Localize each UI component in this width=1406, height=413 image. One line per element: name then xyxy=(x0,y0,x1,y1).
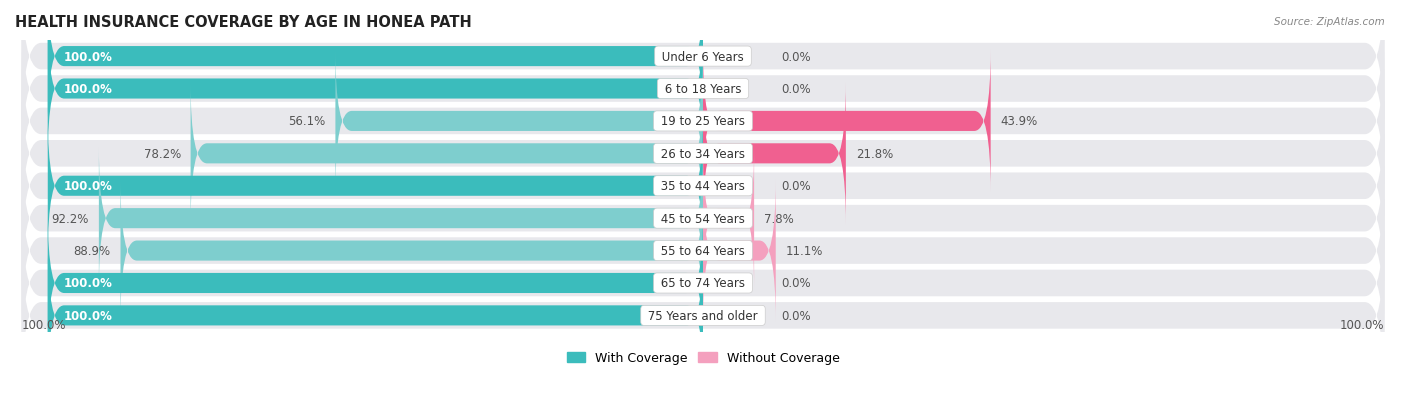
Text: 100.0%: 100.0% xyxy=(1340,318,1385,331)
FancyBboxPatch shape xyxy=(48,19,703,160)
FancyBboxPatch shape xyxy=(21,38,1385,205)
Text: 21.8%: 21.8% xyxy=(856,147,893,160)
Text: 56.1%: 56.1% xyxy=(288,115,326,128)
FancyBboxPatch shape xyxy=(48,212,703,354)
FancyBboxPatch shape xyxy=(48,245,703,387)
FancyBboxPatch shape xyxy=(21,232,1385,399)
Text: 88.9%: 88.9% xyxy=(73,244,111,257)
Text: 92.2%: 92.2% xyxy=(52,212,89,225)
FancyBboxPatch shape xyxy=(98,148,703,290)
Text: 19 to 25 Years: 19 to 25 Years xyxy=(657,115,749,128)
Text: 6 to 18 Years: 6 to 18 Years xyxy=(661,83,745,96)
FancyBboxPatch shape xyxy=(21,167,1385,335)
FancyBboxPatch shape xyxy=(703,148,754,290)
FancyBboxPatch shape xyxy=(121,180,703,322)
FancyBboxPatch shape xyxy=(21,70,1385,238)
FancyBboxPatch shape xyxy=(21,5,1385,173)
Text: 0.0%: 0.0% xyxy=(782,180,811,193)
Text: 0.0%: 0.0% xyxy=(782,83,811,96)
Text: 45 to 54 Years: 45 to 54 Years xyxy=(657,212,749,225)
Text: 75 Years and older: 75 Years and older xyxy=(644,309,762,322)
Text: Under 6 Years: Under 6 Years xyxy=(658,50,748,64)
Text: 35 to 44 Years: 35 to 44 Years xyxy=(657,180,749,193)
Text: 43.9%: 43.9% xyxy=(1001,115,1038,128)
Text: 100.0%: 100.0% xyxy=(65,277,112,290)
Text: 100.0%: 100.0% xyxy=(65,180,112,193)
Text: 100.0%: 100.0% xyxy=(65,50,112,64)
Text: 65 to 74 Years: 65 to 74 Years xyxy=(657,277,749,290)
FancyBboxPatch shape xyxy=(21,199,1385,367)
FancyBboxPatch shape xyxy=(703,180,776,322)
FancyBboxPatch shape xyxy=(21,135,1385,302)
Text: 0.0%: 0.0% xyxy=(782,309,811,322)
Text: 0.0%: 0.0% xyxy=(782,50,811,64)
Text: 78.2%: 78.2% xyxy=(143,147,181,160)
FancyBboxPatch shape xyxy=(336,51,703,192)
Text: 55 to 64 Years: 55 to 64 Years xyxy=(657,244,749,257)
Text: 100.0%: 100.0% xyxy=(65,309,112,322)
FancyBboxPatch shape xyxy=(191,83,703,225)
Text: Source: ZipAtlas.com: Source: ZipAtlas.com xyxy=(1274,17,1385,26)
Text: 0.0%: 0.0% xyxy=(782,277,811,290)
FancyBboxPatch shape xyxy=(48,116,703,257)
Text: HEALTH INSURANCE COVERAGE BY AGE IN HONEA PATH: HEALTH INSURANCE COVERAGE BY AGE IN HONE… xyxy=(15,15,472,30)
Text: 100.0%: 100.0% xyxy=(21,318,66,331)
FancyBboxPatch shape xyxy=(21,102,1385,270)
FancyBboxPatch shape xyxy=(703,51,991,192)
FancyBboxPatch shape xyxy=(21,0,1385,141)
Text: 11.1%: 11.1% xyxy=(786,244,823,257)
Text: 26 to 34 Years: 26 to 34 Years xyxy=(657,147,749,160)
Text: 7.8%: 7.8% xyxy=(763,212,794,225)
Legend: With Coverage, Without Coverage: With Coverage, Without Coverage xyxy=(561,346,845,369)
FancyBboxPatch shape xyxy=(703,83,846,225)
FancyBboxPatch shape xyxy=(48,0,703,128)
Text: 100.0%: 100.0% xyxy=(65,83,112,96)
